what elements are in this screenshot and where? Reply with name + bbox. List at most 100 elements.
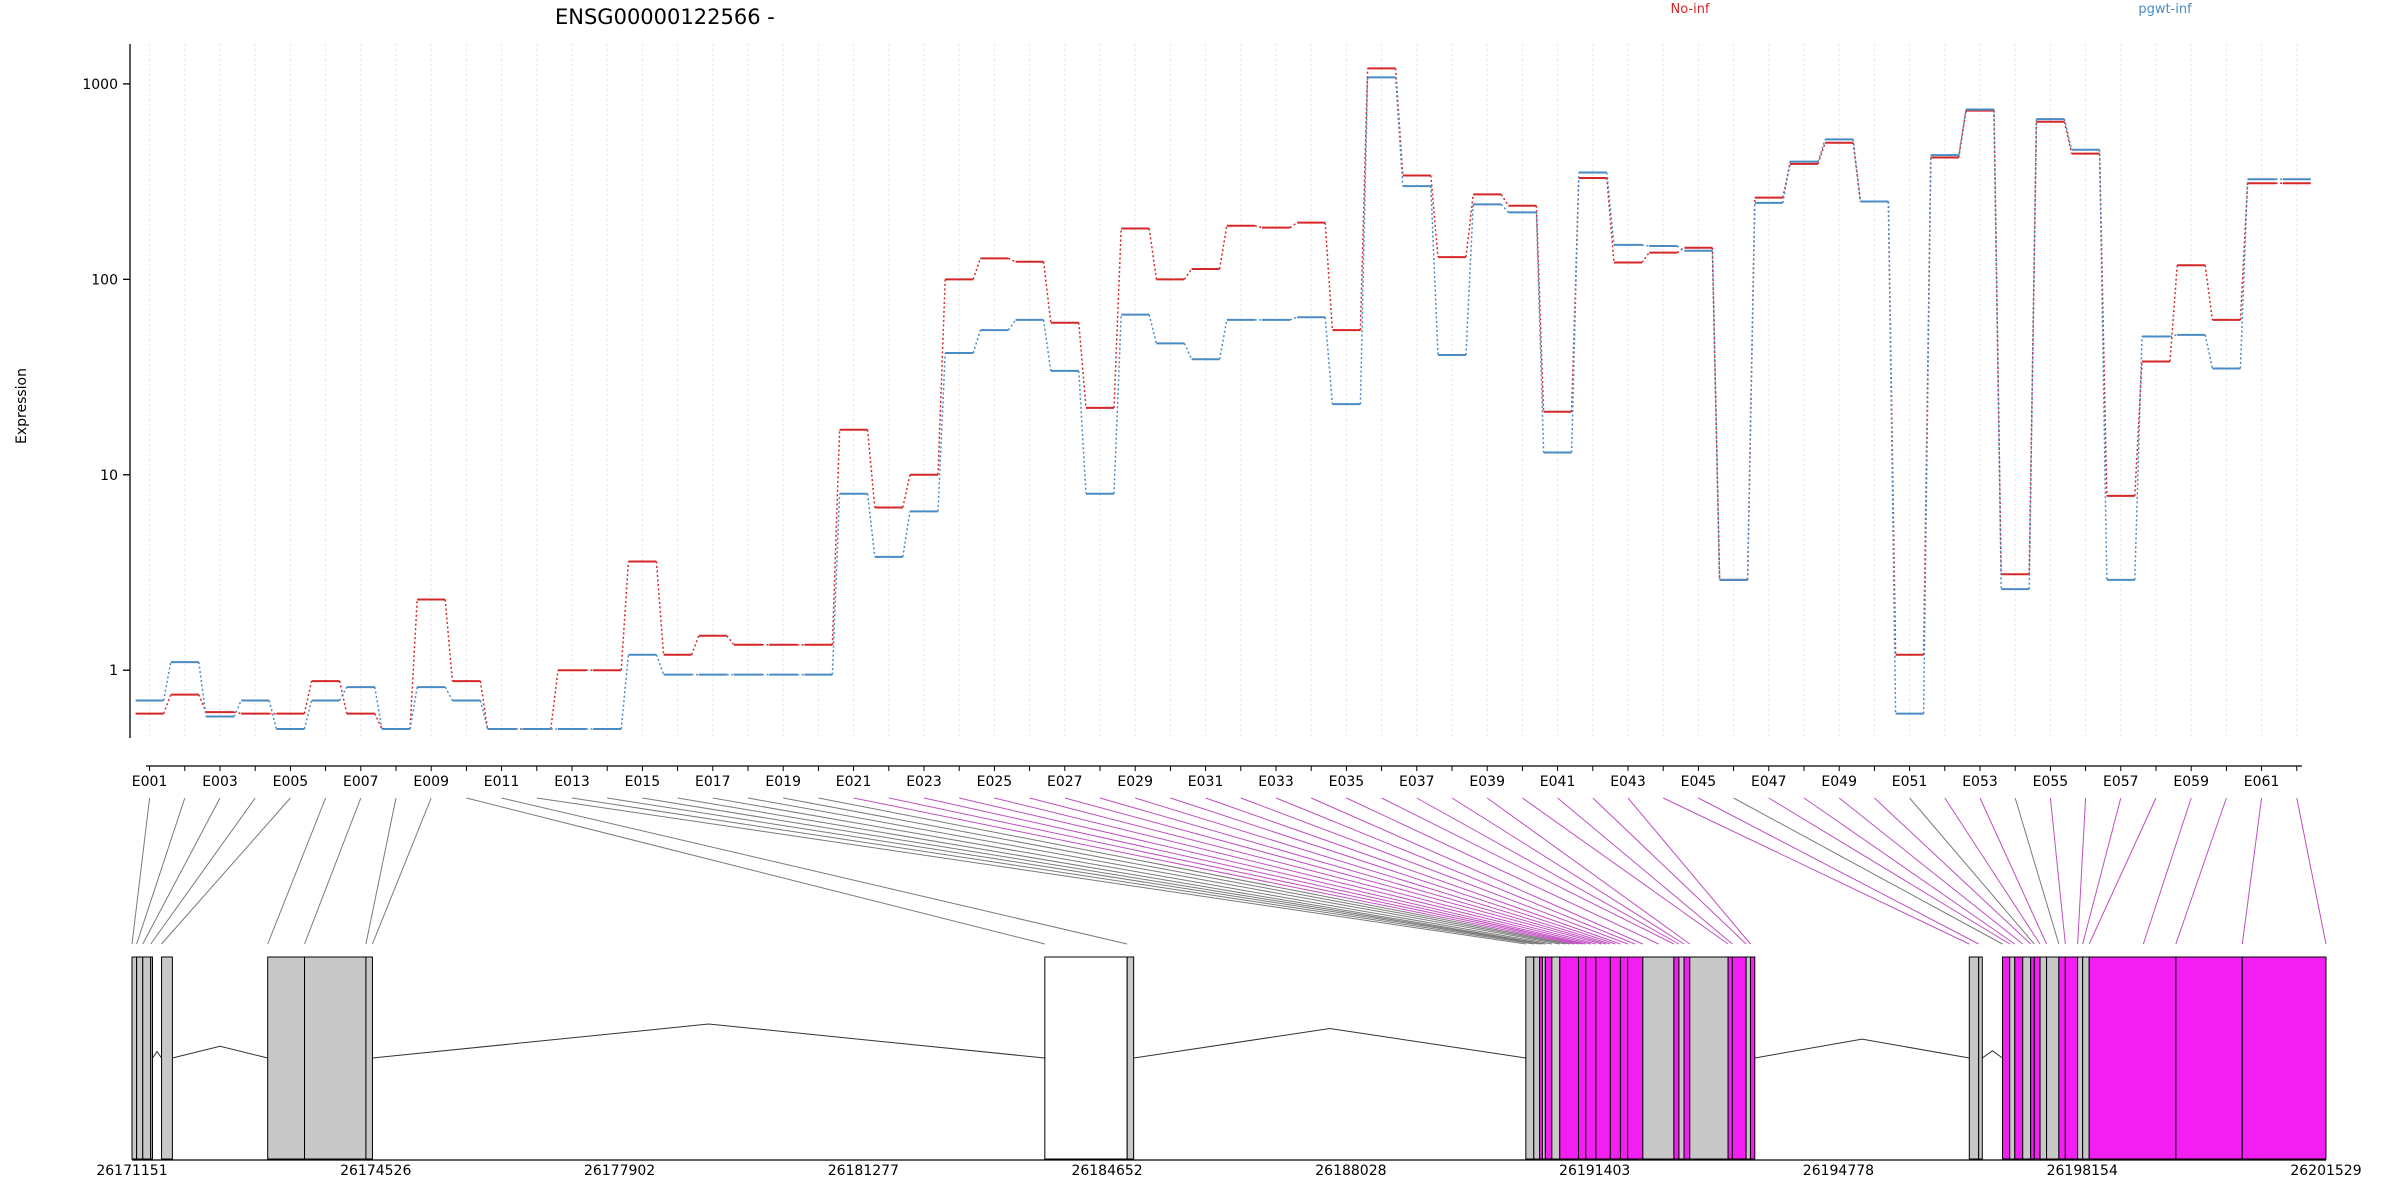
series-connector	[620, 561, 630, 671]
exon-block	[2088, 956, 2177, 1160]
series-connector	[374, 713, 383, 730]
series-connector	[1430, 186, 1439, 356]
y-tick-label: 10	[100, 468, 118, 484]
genome-tick-label: 26177902	[584, 1163, 655, 1179]
x-tick-label: E025	[977, 774, 1013, 790]
genome-tick-label: 26184652	[1071, 1163, 1142, 1179]
exon-connector	[2077, 797, 2087, 945]
x-tick-label: E027	[1047, 774, 1083, 790]
exon-block	[1559, 956, 1580, 1160]
series-lines	[135, 67, 2311, 731]
x-tick-label: E021	[836, 774, 872, 790]
x-tick-label: E047	[1751, 774, 1787, 790]
x-tick-label: E029	[1117, 774, 1153, 790]
series-connector	[902, 511, 911, 558]
series-connector	[866, 493, 876, 557]
exon-block	[136, 956, 144, 1160]
y-tick-label: 100	[91, 272, 118, 288]
exon-block	[1978, 956, 1983, 1160]
exon-block	[1585, 956, 1597, 1160]
exon-block	[2039, 956, 2048, 1160]
exon-block	[2064, 956, 2079, 1160]
y-axis-label: Expression	[14, 368, 30, 444]
exon-connector	[888, 797, 1579, 945]
x-tick-label: E057	[2103, 774, 2139, 790]
exon-block	[2009, 956, 2016, 1160]
genome-tick-label: 26171151	[96, 1163, 167, 1179]
exon-block	[2175, 956, 2243, 1160]
x-tick-label: E013	[554, 774, 590, 790]
exon-connector	[1979, 797, 2048, 945]
series-connector	[1183, 343, 1193, 360]
intron	[1133, 1027, 1526, 1059]
x-tick-label: E049	[1821, 774, 1857, 790]
series-connector	[2134, 336, 2143, 580]
series-connector	[162, 661, 172, 701]
exon-connector	[1592, 797, 1747, 945]
series-connector	[902, 474, 911, 508]
exon-connector	[365, 797, 397, 945]
exon-connector	[131, 797, 151, 945]
exon-block	[2002, 956, 2011, 1160]
x-tick-label: E041	[1540, 774, 1576, 790]
genome-tick-label: 26188028	[1315, 1163, 1386, 1179]
exon-connector	[1874, 797, 2032, 945]
x-tick-label: E033	[1258, 774, 1294, 790]
x-tick-label: E007	[343, 774, 379, 790]
series-connector	[2169, 334, 2178, 338]
exon-block	[1642, 956, 1675, 1160]
exon-connector	[959, 797, 1586, 945]
exon-block	[1609, 956, 1621, 1160]
series-connector	[1148, 228, 1158, 280]
series-connector	[1324, 317, 1334, 405]
x-tick-label: E051	[1892, 774, 1928, 790]
exon-connector	[1698, 797, 1979, 945]
series-connector	[937, 279, 946, 475]
exon-connector	[136, 797, 186, 945]
exon-connector	[1099, 797, 1607, 945]
series-connector	[1289, 316, 1298, 321]
exon-connector	[150, 797, 256, 945]
exon-block	[1619, 956, 1629, 1160]
genome-tick-label: 26191403	[1559, 1163, 1630, 1179]
exon-connector	[2014, 797, 2060, 945]
exon-connector	[1522, 797, 1729, 945]
exon-connector	[1416, 797, 1680, 945]
x-tick-label: E019	[765, 774, 801, 790]
exon-connector	[1064, 797, 1602, 945]
exon-connector	[1029, 797, 1597, 945]
exon-connector	[1803, 797, 2016, 945]
series-connector	[2204, 265, 2214, 321]
chart-title: ENSG00000122566 -	[555, 5, 775, 29]
series-connector	[550, 670, 559, 730]
series-connector	[233, 711, 242, 715]
series-connector	[1852, 139, 1862, 202]
exon-block	[2058, 956, 2066, 1160]
series-connector	[409, 686, 418, 730]
exon-connector	[923, 797, 1583, 945]
y-tick-label: 1000	[82, 77, 118, 93]
series-connector	[1218, 225, 1228, 270]
exon-connector	[1240, 797, 1628, 945]
series-connector	[1430, 175, 1439, 258]
y-tick-label: 1	[109, 663, 118, 679]
series-connector	[1993, 110, 2002, 575]
exon-connector	[1310, 797, 1644, 945]
series-connector	[1782, 163, 1791, 198]
exon-block	[304, 956, 367, 1160]
series-connector	[1535, 205, 1545, 412]
exon-block	[1578, 956, 1587, 1160]
series-connector	[2098, 153, 2108, 496]
x-tick-label: E055	[2033, 774, 2069, 790]
series-connector	[1958, 110, 1967, 158]
series-connector	[338, 686, 348, 701]
exon-connector	[2088, 797, 2157, 945]
series-connector	[655, 561, 665, 655]
series-connector	[1008, 257, 1016, 263]
series-connector	[1113, 228, 1122, 408]
exon-block	[1544, 956, 1553, 1160]
exon-block	[2030, 956, 2035, 1160]
series-connector	[338, 680, 348, 714]
series-connector	[1711, 250, 1721, 580]
exon-connectors	[131, 797, 2327, 945]
